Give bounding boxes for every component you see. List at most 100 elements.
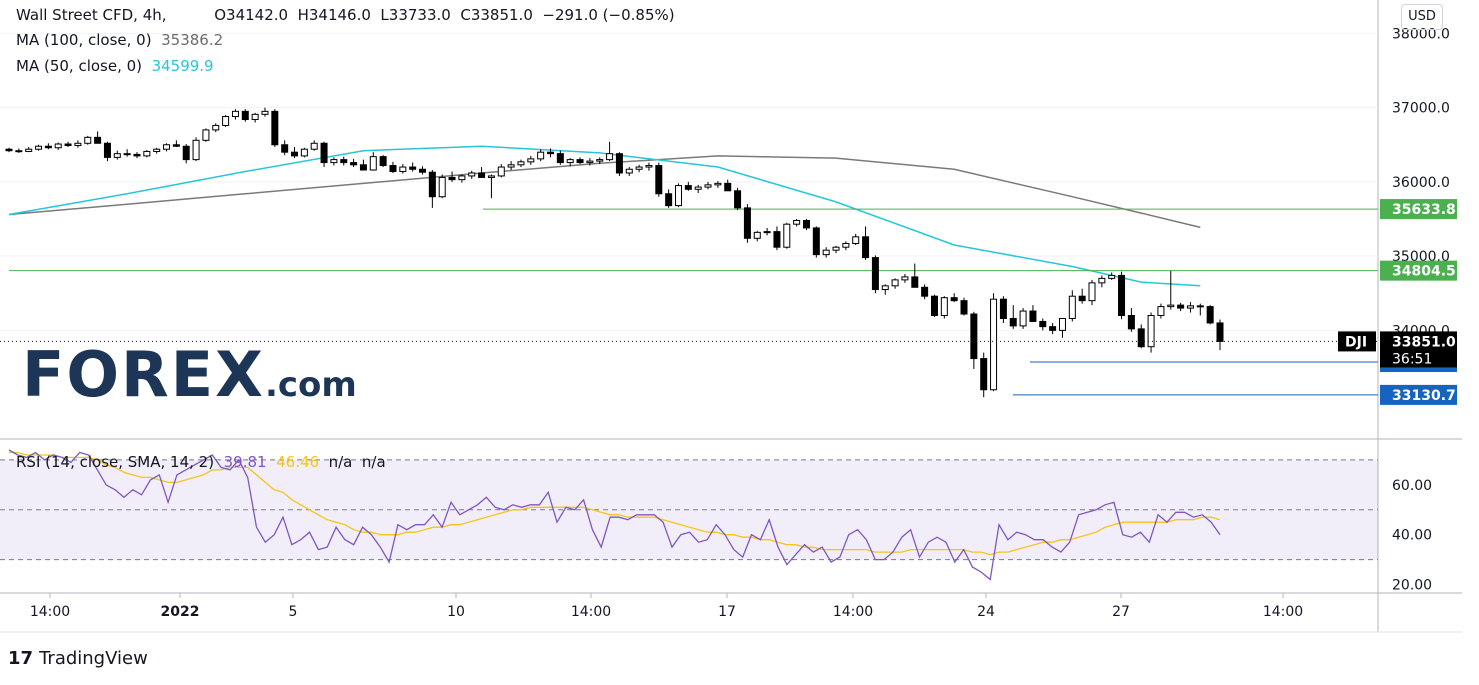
candle-body bbox=[409, 166, 417, 170]
candle-body bbox=[734, 190, 742, 209]
candle-body bbox=[291, 151, 299, 157]
candle-body bbox=[990, 298, 998, 391]
candle-body bbox=[44, 145, 52, 149]
candle-body bbox=[665, 193, 673, 207]
candle-body bbox=[1019, 310, 1027, 327]
candle-body bbox=[635, 166, 643, 170]
candle-body bbox=[15, 150, 23, 153]
currency-button[interactable]: USD bbox=[1401, 4, 1443, 30]
candle-body bbox=[842, 242, 850, 248]
candle-body bbox=[1196, 305, 1204, 308]
candle-body bbox=[5, 148, 13, 152]
candle-body bbox=[172, 144, 180, 147]
candle-body bbox=[261, 110, 269, 115]
candle-body bbox=[576, 159, 584, 164]
candle-body bbox=[222, 116, 230, 126]
ma50-line bbox=[8, 145, 1201, 287]
last-price-label: 33851.0 bbox=[1392, 334, 1456, 350]
candle-body bbox=[94, 136, 102, 144]
candle-body bbox=[793, 219, 801, 225]
time-tick-label: 27 bbox=[1112, 604, 1130, 620]
candle-body bbox=[930, 295, 938, 317]
candle-body bbox=[1216, 322, 1224, 342]
time-tick-label: 24 bbox=[977, 604, 995, 620]
candle-body bbox=[487, 175, 495, 178]
candle-body bbox=[625, 168, 633, 174]
candle-body bbox=[428, 171, 436, 198]
symbol-label: Wall Street CFD, 4h, bbox=[16, 6, 167, 24]
candle-body bbox=[1108, 274, 1116, 279]
candle-body bbox=[1118, 274, 1126, 317]
candle-body bbox=[458, 175, 466, 181]
ma100-label: MA (100, close, 0) bbox=[16, 31, 152, 49]
candle-body bbox=[1029, 310, 1037, 322]
candle-body bbox=[1098, 277, 1106, 284]
level-price-tag bbox=[1380, 260, 1457, 281]
price-tick-label: 38000.0 bbox=[1392, 26, 1450, 42]
ma50-label: MA (50, close, 0) bbox=[16, 57, 143, 75]
candle-body bbox=[517, 161, 525, 166]
candle-body bbox=[153, 148, 161, 152]
candle-body bbox=[163, 144, 171, 150]
candle-body bbox=[241, 110, 249, 121]
candle-body bbox=[743, 207, 751, 239]
candle-body bbox=[1068, 295, 1076, 319]
logo-suffix: .com bbox=[264, 365, 357, 405]
candle-body bbox=[133, 153, 141, 157]
candle-body bbox=[438, 176, 446, 198]
candle-body bbox=[940, 297, 948, 317]
logo-main: FOREX bbox=[22, 338, 265, 411]
candle-body bbox=[537, 151, 545, 160]
candle-body bbox=[645, 165, 653, 168]
candle-body bbox=[251, 113, 259, 121]
candle-body bbox=[25, 148, 33, 152]
tradingview-brand[interactable]: 17 TradingView bbox=[8, 648, 148, 669]
candle-body bbox=[192, 139, 200, 161]
ma100-value: 35386.2 bbox=[161, 31, 224, 49]
candle-body bbox=[1078, 295, 1086, 302]
time-tick-label: 2022 bbox=[161, 604, 200, 620]
candle-body bbox=[586, 160, 594, 164]
candle-body bbox=[84, 136, 92, 144]
level-price-tag bbox=[1380, 199, 1457, 220]
candle-body bbox=[1167, 304, 1175, 308]
candle-body bbox=[596, 159, 604, 162]
candle-body bbox=[350, 162, 358, 166]
time-tick-label: 14:00 bbox=[571, 604, 611, 620]
candle-body bbox=[999, 298, 1007, 319]
candle-body bbox=[674, 185, 682, 207]
time-tick-label: 14:00 bbox=[30, 604, 70, 620]
rsi-ma-line bbox=[9, 451, 1221, 556]
candle-body bbox=[527, 158, 535, 163]
candle-body bbox=[1049, 326, 1057, 331]
candle-body bbox=[980, 358, 988, 391]
candle-body bbox=[448, 176, 456, 181]
rsi-tick-label: 20.00 bbox=[1392, 578, 1432, 594]
last-price-tag bbox=[1380, 331, 1457, 368]
candle-body bbox=[271, 110, 279, 146]
candle-body bbox=[704, 184, 712, 188]
candle-body bbox=[113, 153, 121, 158]
candle-body bbox=[724, 182, 732, 192]
candle-body bbox=[871, 257, 879, 291]
ma50-value: 34599.9 bbox=[151, 57, 214, 75]
candle-body bbox=[753, 231, 761, 239]
candle-body bbox=[773, 231, 781, 248]
candle-body bbox=[143, 150, 151, 157]
candle-body bbox=[862, 236, 870, 259]
level-price-label: 34804.5 bbox=[1392, 264, 1456, 280]
candle-body bbox=[497, 166, 505, 177]
ma50-legend: MA (50, close, 0) 34599.9 bbox=[16, 57, 214, 75]
candle-body bbox=[606, 153, 614, 161]
candle-body bbox=[123, 153, 131, 156]
candle-body bbox=[783, 223, 791, 248]
candle-body bbox=[379, 156, 387, 167]
rsi-tick-label: 40.00 bbox=[1392, 528, 1432, 544]
candle-body bbox=[822, 249, 830, 256]
candle-body bbox=[281, 144, 289, 153]
rsi-tick-label: 60.00 bbox=[1392, 478, 1432, 494]
rsi-line bbox=[8, 449, 1221, 581]
candle-body bbox=[369, 156, 377, 171]
candle-body bbox=[340, 159, 348, 164]
candle-body bbox=[1186, 305, 1194, 309]
